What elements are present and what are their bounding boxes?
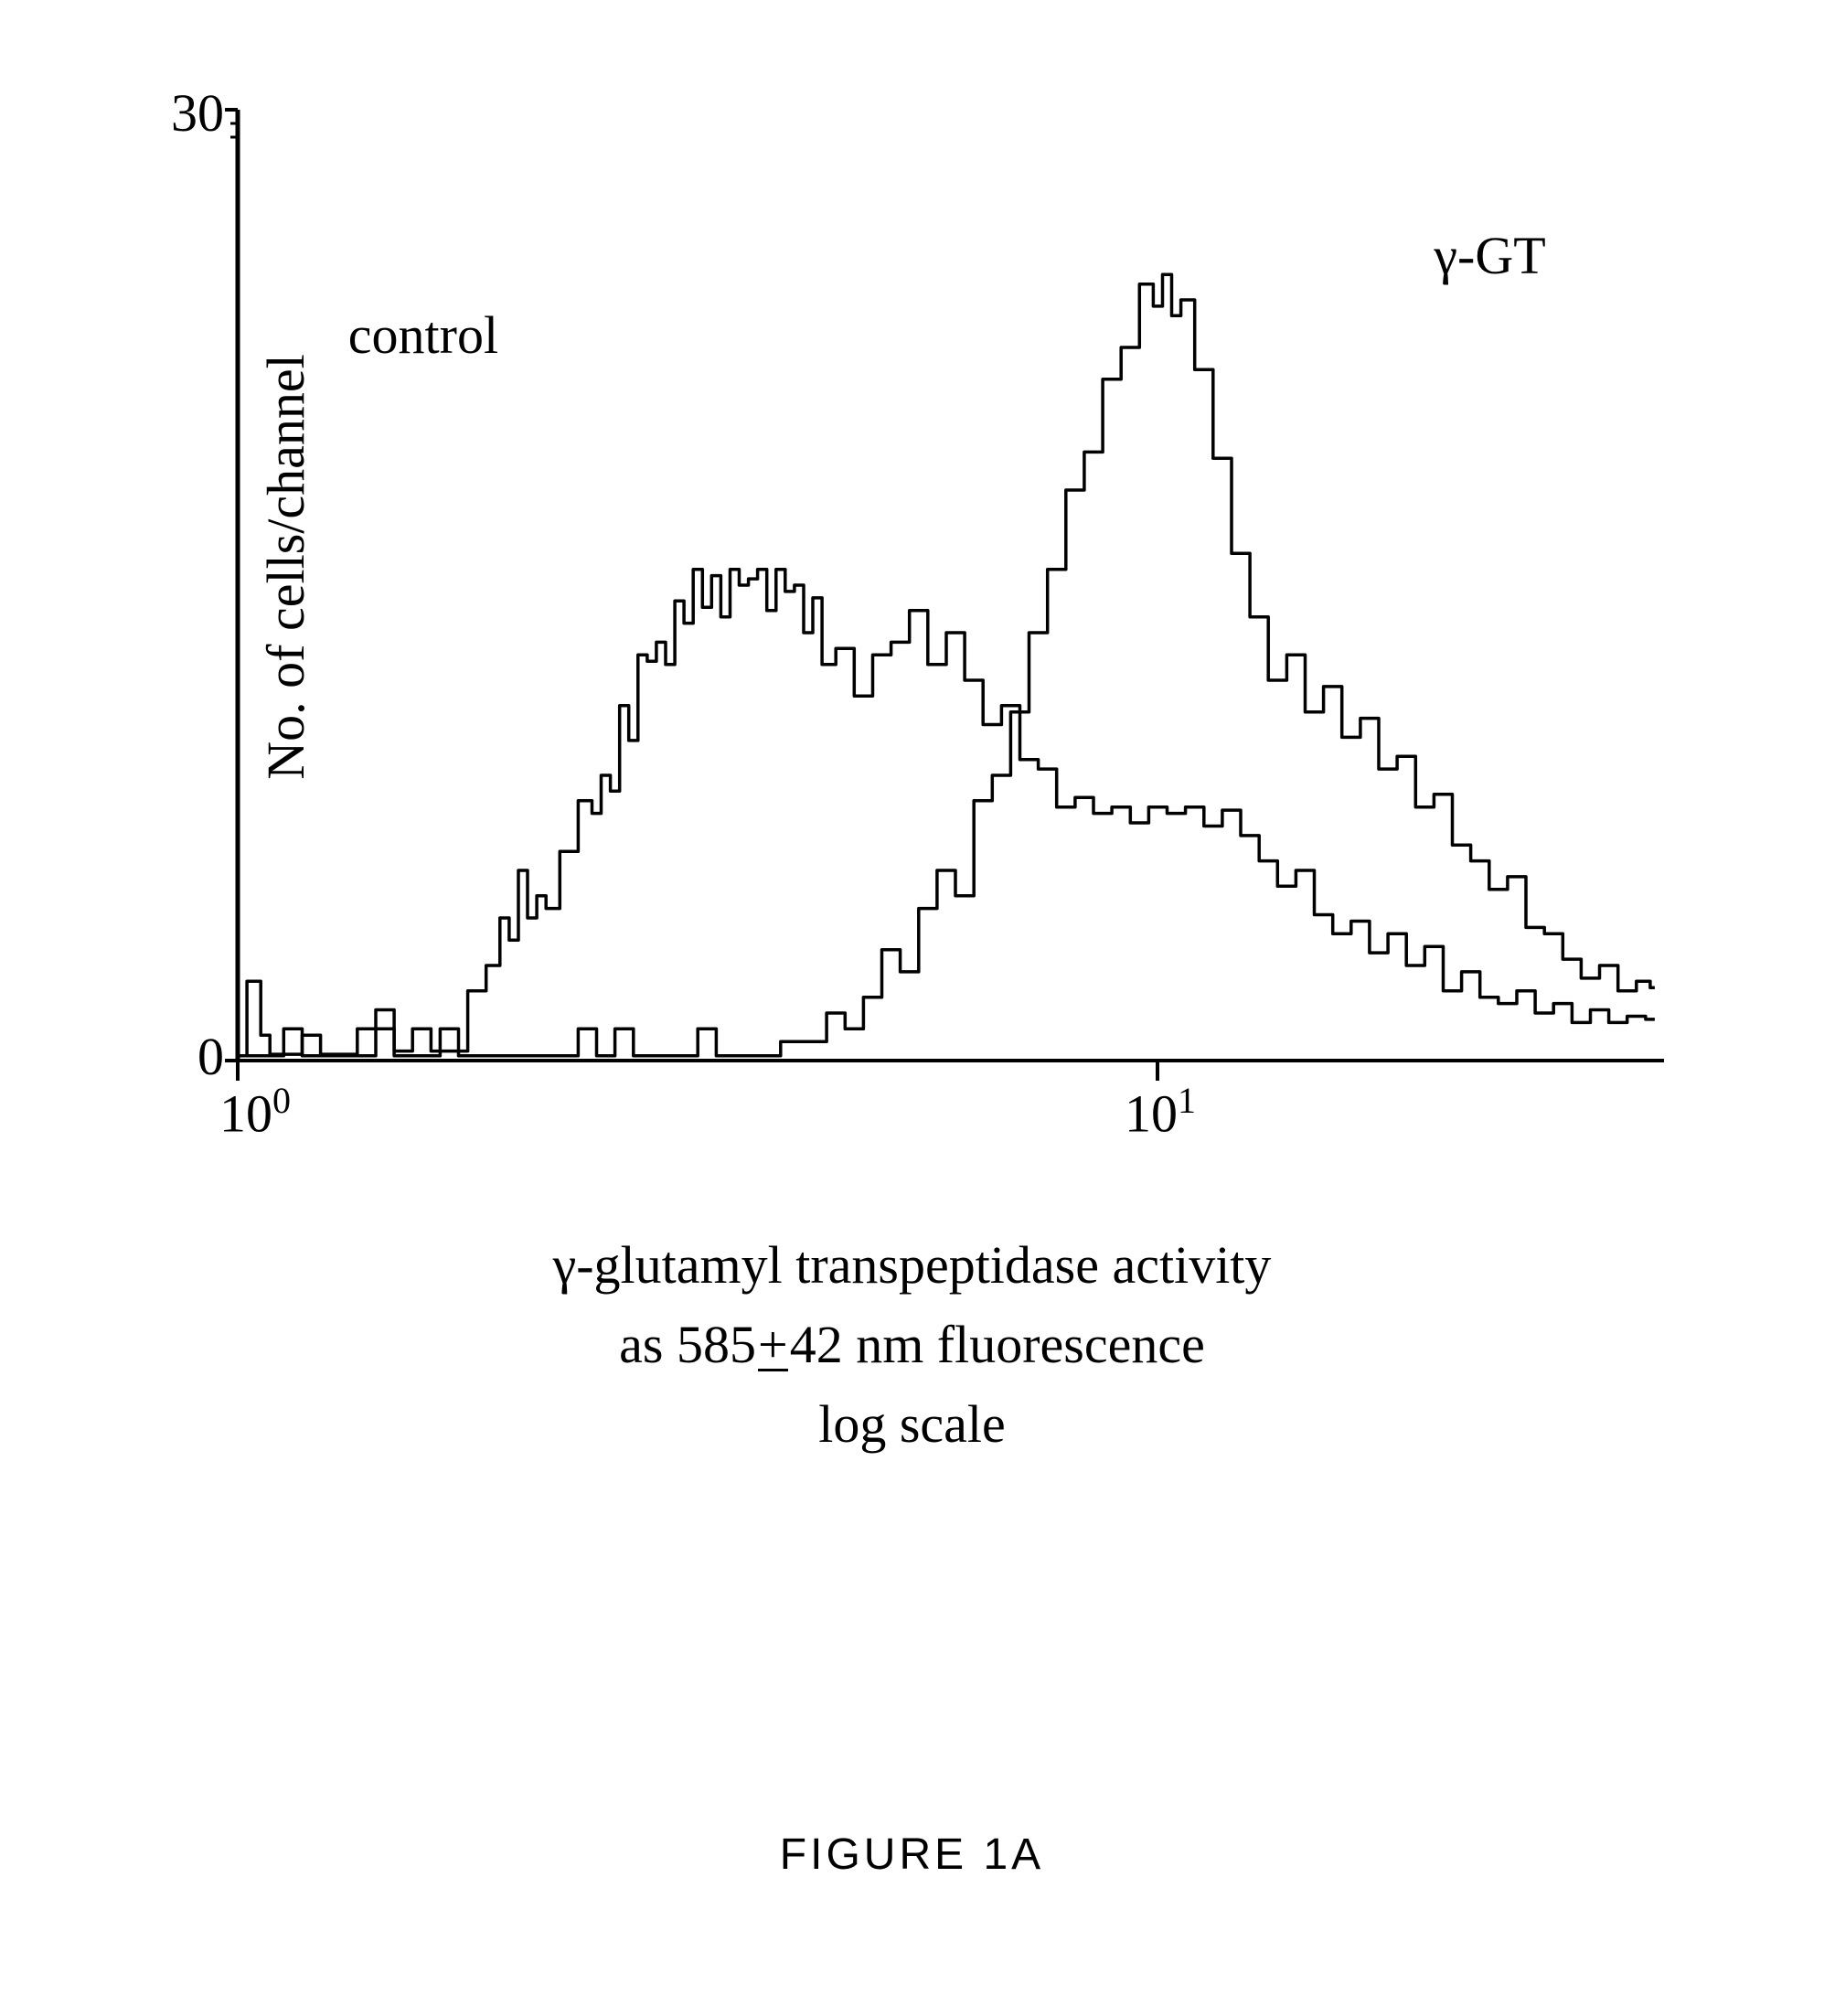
annotation-ggt: γ-GT xyxy=(1434,225,1545,286)
annotation-control: control xyxy=(348,304,498,366)
x-axis-label-line1: γ-glutamyl transpeptidase activity xyxy=(553,1235,1272,1295)
x-tick-10-0: 100 xyxy=(219,1079,291,1144)
figure-caption: FIGURE 1A xyxy=(55,1829,1769,1880)
x-axis-label: γ-glutamyl transpeptidase activity as 58… xyxy=(55,1225,1769,1464)
pm-sign: + xyxy=(758,1305,788,1384)
y-tick-30: 30 xyxy=(151,82,224,144)
x-axis-label-line3: log scale xyxy=(818,1394,1006,1454)
y-tick-0: 0 xyxy=(151,1026,224,1087)
plot-box: control γ-GT xyxy=(238,110,1664,1061)
x-axis-label-line2-prefix: as 585 xyxy=(619,1315,756,1374)
x-axis-label-line2-suffix: 42 nm fluorescence xyxy=(790,1315,1205,1374)
control-series-line xyxy=(238,570,1655,1056)
chart-area: No. of cells/channel 30 0 con xyxy=(55,73,1769,1170)
x-tick-10-1: 101 xyxy=(1125,1079,1196,1144)
figure-container: No. of cells/channel 30 0 con xyxy=(55,73,1769,1880)
